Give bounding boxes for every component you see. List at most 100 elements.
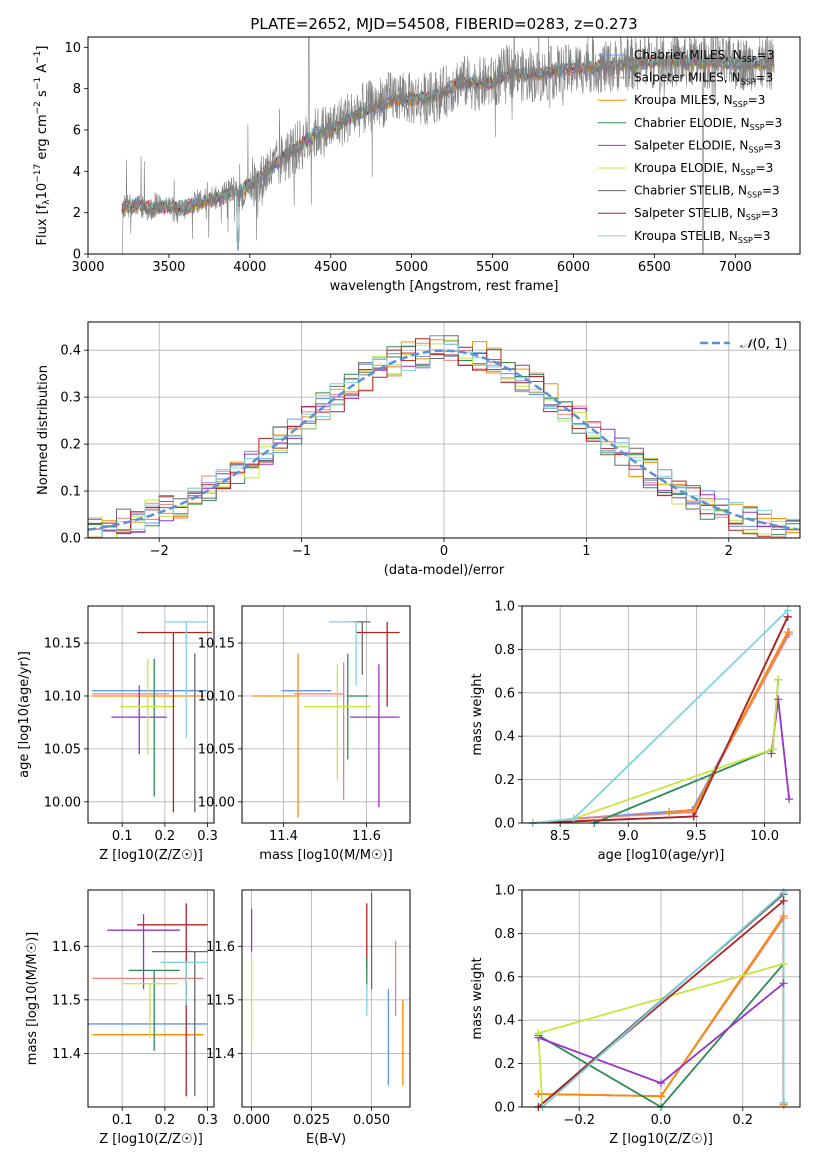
x-axis-label: mass [log10(M/M☉)] bbox=[259, 848, 392, 863]
y-tick-label: 1.0 bbox=[494, 600, 515, 615]
plus-marker bbox=[689, 812, 698, 821]
y-axis-label: mass [log10(M/M☉)] bbox=[25, 932, 40, 1065]
axes-frame bbox=[241, 889, 411, 1108]
y-tick-label: 11.5 bbox=[52, 993, 81, 1008]
x-tick-label: 0.0 bbox=[651, 1113, 672, 1128]
y-tick-label: 11.6 bbox=[206, 940, 235, 955]
y-tick-label: 0.6 bbox=[494, 970, 515, 985]
x-tick-label: 3500 bbox=[152, 260, 185, 275]
axes-frame bbox=[521, 605, 801, 824]
y-tick-label: 0.8 bbox=[494, 927, 515, 942]
legend-label: Chabrier STELIB, NSSP=3 bbox=[634, 184, 780, 200]
plus-marker bbox=[767, 749, 776, 758]
y-tick-label: 0.0 bbox=[60, 532, 81, 547]
gaussian-curve bbox=[88, 349, 798, 532]
y-tick-label: 10.00 bbox=[44, 795, 81, 810]
axes-frame bbox=[241, 605, 411, 824]
y-tick-label: 10.10 bbox=[44, 689, 81, 704]
y-tick-label: 0 bbox=[73, 248, 81, 263]
x-tick-label: 4500 bbox=[314, 260, 347, 275]
y-tick-label: 1.0 bbox=[494, 884, 515, 899]
x-tick-label: 9.5 bbox=[686, 829, 707, 844]
legend-label: Salpeter MILES, NSSP=3 bbox=[634, 71, 773, 87]
x-tick-label: 7000 bbox=[719, 260, 752, 275]
legend-label: Chabrier MILES, NSSP=3 bbox=[634, 48, 774, 64]
y-tick-label: 10.15 bbox=[44, 637, 81, 652]
legend-label: Salpeter ELODIE, NSSP=3 bbox=[634, 138, 781, 154]
y-axis-label: Normed distribution bbox=[36, 365, 51, 495]
panel-8: −0.2 0.0 0.2 0.0 0.2 0.4 0.6 0.8 1.0 Z [log10(Z/Z… bbox=[470, 884, 801, 1147]
mass-weight-line bbox=[573, 633, 790, 820]
panel-1: 3000 3500 4000 4500 5000 5500 6000 6500 7000 0 2 4 6… bbox=[33, 15, 801, 294]
plus-marker bbox=[534, 1089, 543, 1098]
x-tick-label: 11.4 bbox=[269, 829, 298, 844]
x-tick-label: 0 bbox=[440, 544, 448, 559]
plot-area bbox=[252, 621, 400, 818]
y-tick-label: 11.4 bbox=[206, 1047, 235, 1062]
x-tick-label: 0.2 bbox=[732, 1113, 753, 1128]
y-tick-label: 10.00 bbox=[198, 795, 235, 810]
panel-4: 11.4 11.6 10.00 10.05 10.10 10.15 mass [log10(… bbox=[198, 605, 411, 863]
y-tick-label: 0.4 bbox=[60, 344, 81, 359]
x-axis-label: Z [log10(Z/Z☉)] bbox=[99, 1132, 203, 1147]
plot-area bbox=[92, 621, 212, 813]
x-tick-label: 0.1 bbox=[112, 829, 133, 844]
x-axis-label: (data-model)/error bbox=[384, 563, 505, 578]
x-axis-label: wavelength [Angstrom, rest frame] bbox=[330, 279, 559, 294]
panel-5: 8.5 9.0 9.5 10.0 0.0 0.2 0.4 0.6 0.8 1.0 age [log1… bbox=[470, 600, 801, 863]
y-tick-label: 11.5 bbox=[206, 993, 235, 1008]
plus-marker bbox=[665, 808, 674, 817]
y-tick-label: 0.0 bbox=[494, 1101, 515, 1116]
y-tick-label: 2 bbox=[73, 206, 81, 221]
x-tick-label: 5000 bbox=[395, 260, 428, 275]
mass-weight-line bbox=[532, 609, 789, 823]
plus-marker bbox=[657, 1079, 665, 1088]
histogram-step bbox=[88, 343, 800, 538]
legend-label: Salpeter STELIB, NSSP=3 bbox=[634, 206, 778, 222]
plus-marker bbox=[774, 695, 783, 704]
plus-marker bbox=[569, 814, 578, 823]
y-tick-label: 6 bbox=[73, 124, 81, 139]
plus-marker bbox=[657, 1092, 665, 1101]
x-tick-label: 0.2 bbox=[155, 829, 176, 844]
plus-marker bbox=[779, 912, 788, 921]
x-axis-label: Z [log10(Z/Z☉)] bbox=[609, 1132, 713, 1147]
y-tick-label: 10.15 bbox=[198, 637, 235, 652]
axes-frame bbox=[521, 889, 801, 1108]
y-tick-label: 0.3 bbox=[60, 391, 81, 406]
legend-label: Kroupa ELODIE, NSSP=3 bbox=[634, 161, 773, 177]
plus-marker bbox=[783, 606, 792, 615]
x-tick-label: −0.2 bbox=[563, 1113, 595, 1128]
y-tick-label: 0.8 bbox=[494, 643, 515, 658]
y-tick-label: 11.4 bbox=[52, 1047, 81, 1062]
y-tick-label: 0.0 bbox=[494, 817, 515, 832]
plus-marker bbox=[779, 896, 788, 905]
plus-marker bbox=[779, 1098, 788, 1107]
plot-area bbox=[121, 37, 775, 254]
panel-3: 0.1 0.2 0.3 10.00 10.05 10.10 10.15 Z [log10(Z/… bbox=[17, 605, 218, 863]
plus-marker bbox=[785, 795, 794, 804]
y-tick-label: 0.6 bbox=[494, 686, 515, 701]
x-tick-label: 0.025 bbox=[293, 1113, 330, 1128]
plus-marker bbox=[779, 959, 788, 968]
x-tick-label: 0.1 bbox=[112, 1113, 133, 1128]
x-tick-label: −2 bbox=[150, 544, 169, 559]
plot-area bbox=[88, 903, 208, 1097]
plus-marker bbox=[534, 1029, 543, 1038]
plus-marker bbox=[783, 628, 792, 637]
x-tick-label: −1 bbox=[292, 544, 311, 559]
x-tick-label: 6000 bbox=[557, 260, 590, 275]
x-tick-label: 3000 bbox=[71, 260, 104, 275]
y-tick-label: 0.4 bbox=[494, 730, 515, 745]
axes-frame bbox=[87, 889, 215, 1108]
y-tick-label: 0.2 bbox=[494, 1057, 515, 1072]
y-tick-label: 10.05 bbox=[44, 742, 81, 757]
y-tick-label: 0.1 bbox=[60, 485, 81, 500]
plot-area bbox=[532, 609, 790, 823]
x-axis-label: Z [log10(Z/Z☉)] bbox=[99, 848, 203, 863]
panel-7: 0.000 0.025 0.050 11.4 11.5 11.6 E(B-V) bbox=[206, 889, 411, 1147]
panel-6: 0.1 0.2 0.3 11.4 11.5 11.6 Z [log10(Z/Z☉)] mass… bbox=[25, 889, 218, 1147]
x-tick-label: 10.0 bbox=[750, 829, 779, 844]
y-tick-label: 0.2 bbox=[60, 438, 81, 453]
